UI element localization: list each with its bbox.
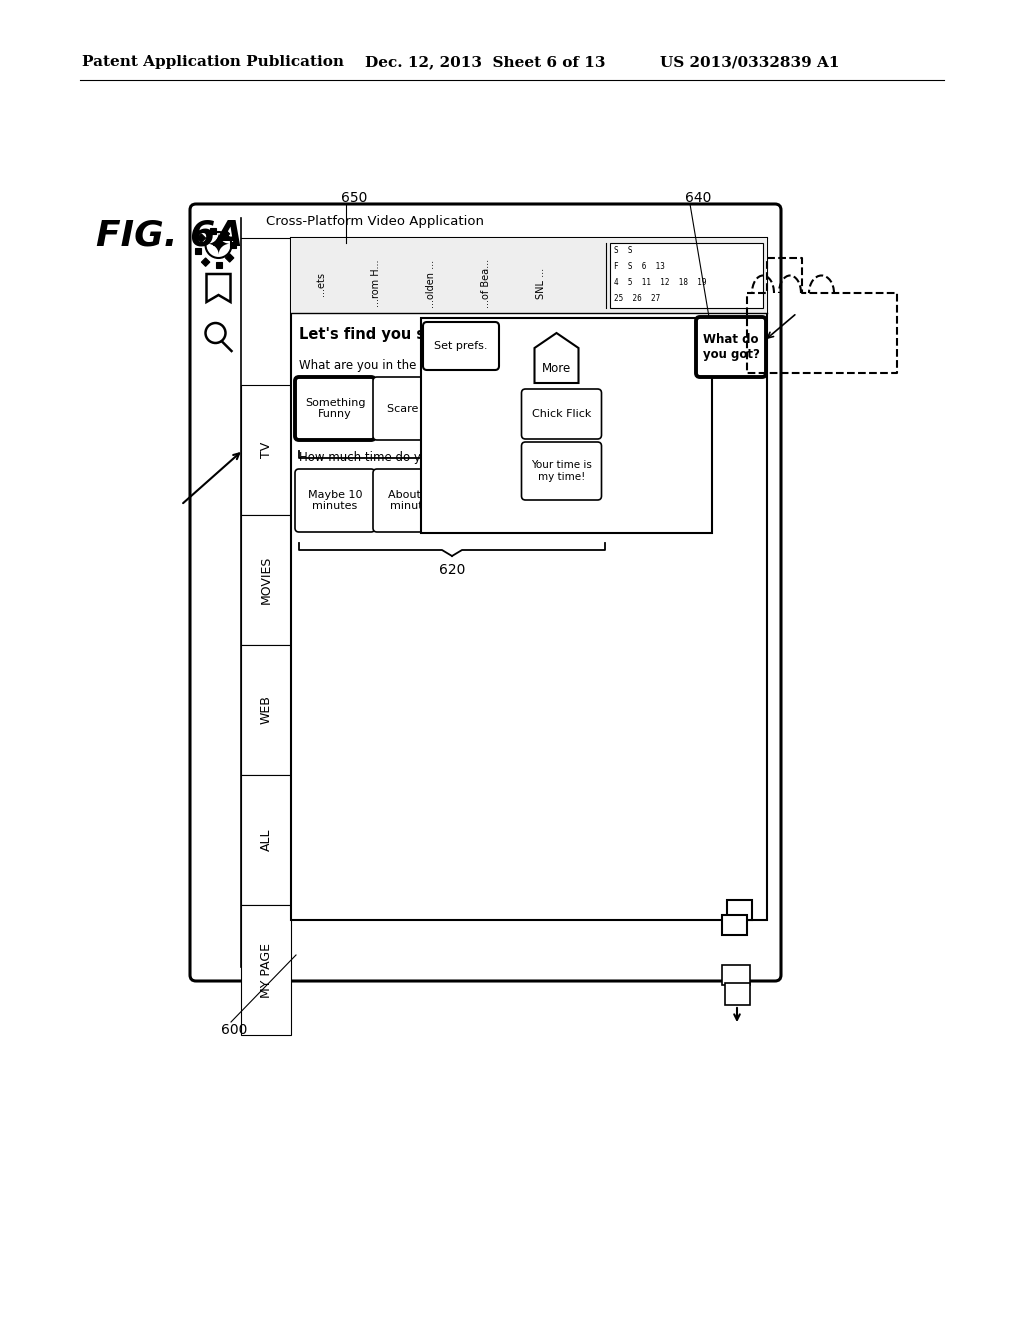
FancyBboxPatch shape xyxy=(529,469,609,532)
FancyBboxPatch shape xyxy=(521,442,601,500)
Text: ...of Bea...: ...of Bea... xyxy=(481,259,490,308)
Text: What are you in the mood for?: What are you in the mood for? xyxy=(299,359,479,372)
Text: F  S  6  13: F S 6 13 xyxy=(614,261,665,271)
Text: ...olden ...: ...olden ... xyxy=(426,260,436,308)
Text: 610: 610 xyxy=(438,471,465,484)
Bar xyxy=(202,257,210,267)
Text: Cross-Platform Video Application: Cross-Platform Video Application xyxy=(266,215,484,228)
Bar xyxy=(210,228,215,234)
FancyBboxPatch shape xyxy=(295,378,375,440)
FancyBboxPatch shape xyxy=(451,469,531,532)
Text: ALL: ALL xyxy=(259,829,272,851)
Text: ✦: ✦ xyxy=(207,231,230,259)
Text: Your time is
my time!: Your time is my time! xyxy=(531,461,592,482)
Bar xyxy=(241,645,291,775)
Text: WEB: WEB xyxy=(259,696,272,725)
Text: 4  5  11  12  18  19: 4 5 11 12 18 19 xyxy=(614,279,707,286)
FancyBboxPatch shape xyxy=(529,378,609,440)
Bar xyxy=(225,253,233,263)
Text: ...ets: ...ets xyxy=(316,272,326,296)
Bar xyxy=(291,238,767,920)
Text: 640: 640 xyxy=(685,191,712,205)
FancyBboxPatch shape xyxy=(451,378,531,440)
Bar xyxy=(610,243,763,308)
FancyBboxPatch shape xyxy=(696,317,766,378)
Bar xyxy=(241,385,291,515)
FancyBboxPatch shape xyxy=(373,469,453,532)
Text: S  S: S S xyxy=(614,246,633,255)
Text: US 2013/0332839 A1: US 2013/0332839 A1 xyxy=(660,55,840,69)
Text: TV: TV xyxy=(259,442,272,458)
Text: Something
Funny: Something Funny xyxy=(305,397,366,420)
Bar xyxy=(421,318,712,533)
Bar xyxy=(722,915,746,935)
Bar xyxy=(241,515,291,645)
Text: Scare Me: Scare Me xyxy=(387,404,438,413)
Text: Set prefs.: Set prefs. xyxy=(434,341,487,351)
Text: Maybe 10
minutes: Maybe 10 minutes xyxy=(308,490,362,511)
Text: Let's find you something to watch!: Let's find you something to watch! xyxy=(299,327,588,342)
Bar xyxy=(197,234,206,243)
Text: 620: 620 xyxy=(439,564,465,577)
Text: ...rom H...: ...rom H... xyxy=(371,260,381,308)
Text: MY PAGE: MY PAGE xyxy=(259,942,272,998)
Text: Your time is
my time!: Your time is my time! xyxy=(537,490,601,511)
Bar xyxy=(291,238,767,313)
Text: About 30
minutes: About 30 minutes xyxy=(388,490,438,511)
Text: Exciting: Exciting xyxy=(469,404,513,413)
FancyBboxPatch shape xyxy=(190,205,781,981)
Text: FIG. 6A: FIG. 6A xyxy=(96,218,244,252)
FancyBboxPatch shape xyxy=(373,378,453,440)
Bar xyxy=(241,906,291,1035)
Text: How much time do you have?: How much time do you have? xyxy=(299,451,474,465)
Text: MOVIES: MOVIES xyxy=(259,556,272,605)
Text: 600: 600 xyxy=(221,1023,248,1038)
Text: Dec. 12, 2013  Sheet 6 of 13: Dec. 12, 2013 Sheet 6 of 13 xyxy=(365,55,605,69)
Text: Chick Flick: Chick Flick xyxy=(531,409,591,418)
Text: More: More xyxy=(542,362,571,375)
Text: Patent Application Publication: Patent Application Publication xyxy=(82,55,344,69)
Text: What do
you got?: What do you got? xyxy=(702,333,760,360)
Text: An hour or
two: An hour or two xyxy=(462,490,520,511)
Bar xyxy=(196,248,202,253)
Bar xyxy=(727,900,752,920)
FancyBboxPatch shape xyxy=(521,389,601,440)
Bar xyxy=(215,261,221,268)
Bar xyxy=(722,965,750,985)
Bar xyxy=(221,230,229,238)
FancyBboxPatch shape xyxy=(295,469,375,532)
Text: SNL ...: SNL ... xyxy=(536,268,546,300)
Text: 650: 650 xyxy=(341,191,368,205)
Bar xyxy=(229,242,236,248)
Text: Chick Flick: Chick Flick xyxy=(540,404,599,413)
Bar xyxy=(241,775,291,906)
FancyBboxPatch shape xyxy=(423,322,499,370)
Bar xyxy=(725,983,750,1005)
Text: 25  26  27: 25 26 27 xyxy=(614,294,660,304)
